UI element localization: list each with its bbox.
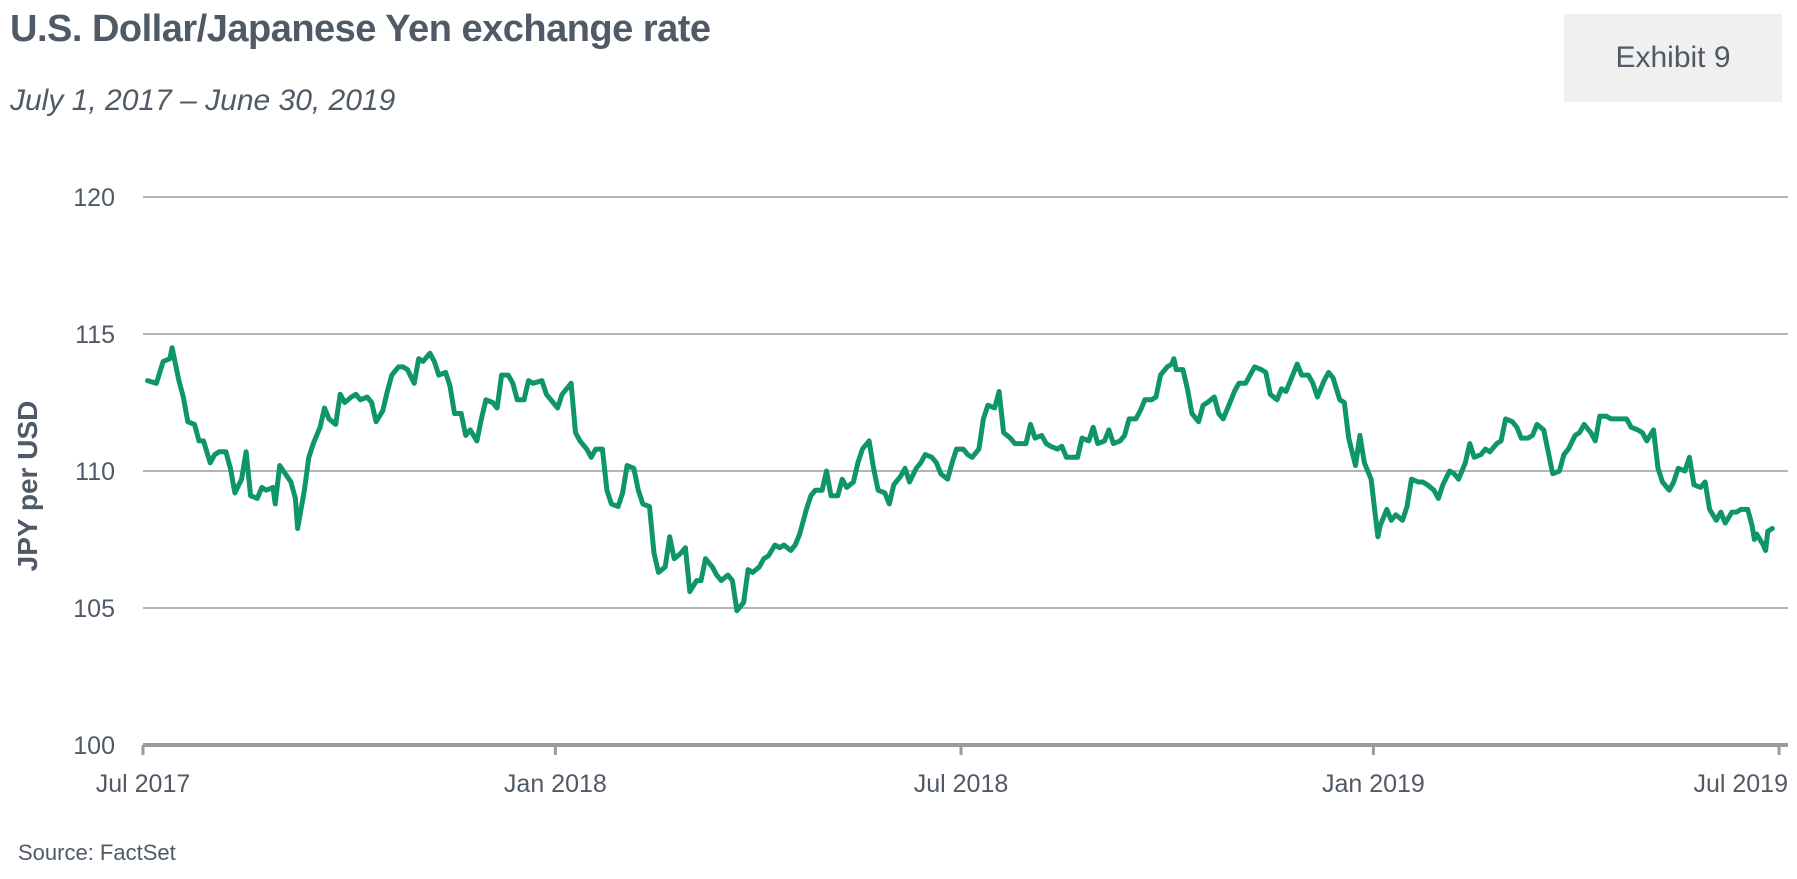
y-tick-label: 120	[73, 184, 115, 212]
x-axis: Jul 2017 Jan 2018 Jul 2018 Jan 2019 Jul 2019	[96, 743, 1788, 798]
chart-subtitle: July 1, 2017 – June 30, 2019	[10, 84, 396, 117]
x-tick-label: Jul 2017	[96, 770, 191, 798]
x-tick-label: Jul 2018	[914, 770, 1009, 798]
exhibit-badge: Exhibit 9	[1564, 14, 1782, 102]
y-tick-label: 105	[73, 595, 115, 623]
grid-lines	[143, 196, 1788, 609]
x-tick-label: Jul 2019	[1693, 770, 1788, 798]
x-tick-label: Jan 2019	[1322, 770, 1425, 798]
y-axis-ticks: 100 105 110 115 120	[73, 184, 115, 760]
chart-title: U.S. Dollar/Japanese Yen exchange rate	[10, 8, 711, 50]
source-note: Source: FactSet	[18, 840, 176, 865]
y-tick-label: 100	[73, 732, 115, 760]
y-tick-label: 110	[75, 458, 115, 486]
series-line	[145, 345, 1775, 614]
y-tick-label: 115	[75, 321, 115, 349]
y-axis-label: JPY per USD	[12, 401, 43, 572]
x-tick-label: Jan 2018	[504, 770, 607, 798]
series-group	[145, 345, 1775, 614]
